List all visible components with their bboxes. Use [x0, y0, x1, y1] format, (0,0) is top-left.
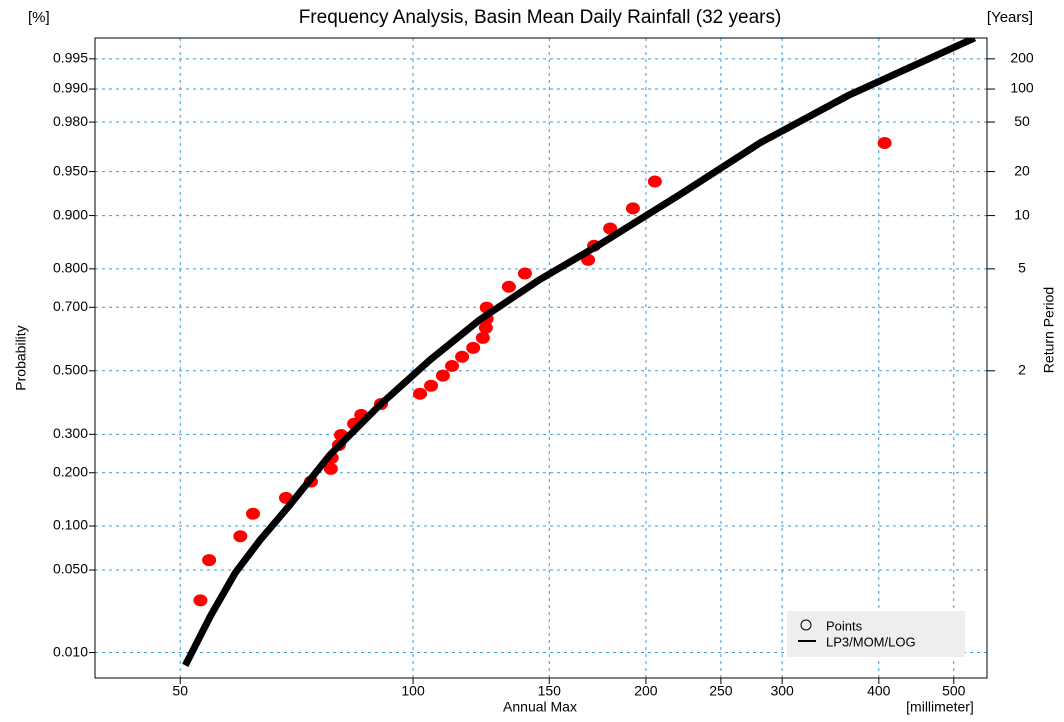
- data-point: [246, 507, 261, 520]
- x-unit: [millimeter]: [906, 699, 974, 715]
- data-point: [501, 280, 516, 293]
- x-tick-label: 500: [942, 683, 966, 699]
- y-label: Probability: [13, 325, 29, 390]
- chart-title: Frequency Analysis, Basin Mean Daily Rai…: [299, 7, 782, 28]
- data-point: [233, 530, 248, 543]
- x-tick-label: 400: [867, 683, 891, 699]
- y-tick-label: 0.010: [53, 643, 88, 659]
- x-tick-label: 100: [401, 683, 425, 699]
- y2-tick-label: 100: [1010, 80, 1034, 96]
- data-point: [445, 359, 460, 372]
- y2-tick-label: 2: [1018, 362, 1026, 378]
- data-point: [413, 387, 428, 400]
- data-point: [603, 222, 618, 235]
- legend-symbol: [800, 619, 812, 631]
- data-point: [202, 554, 217, 567]
- data-point: [455, 350, 470, 363]
- legend-box: [787, 611, 965, 657]
- data-point: [193, 594, 208, 607]
- legend-label: LP3/MOM/LOG: [826, 634, 916, 649]
- data-point: [475, 331, 490, 344]
- data-point: [466, 341, 481, 354]
- y-tick-label: 0.995: [53, 50, 88, 66]
- y2-tick-label: 20: [1014, 162, 1030, 178]
- x-tick-label: 250: [709, 683, 733, 699]
- y-unit: [%]: [28, 9, 50, 26]
- y-tick-label: 0.050: [53, 561, 88, 577]
- data-point: [877, 137, 892, 150]
- data-point: [424, 379, 439, 392]
- legend-label: Points: [826, 618, 863, 633]
- y-tick-label: 0.980: [53, 113, 88, 129]
- y2-unit: [Years]: [987, 9, 1033, 26]
- y2-label: Return Period: [1041, 287, 1057, 373]
- fit-line: [182, 38, 977, 667]
- y-tick-label: 0.500: [53, 362, 88, 378]
- y2-tick-label: 200: [1010, 50, 1034, 66]
- x-tick-label: 300: [770, 683, 794, 699]
- data-point: [647, 175, 662, 188]
- y-tick-label: 0.800: [53, 260, 88, 276]
- y2-tick-label: 10: [1014, 206, 1030, 222]
- data-point: [323, 462, 338, 475]
- y-tick-label: 0.900: [53, 206, 88, 222]
- y-tick-label: 0.990: [53, 80, 88, 96]
- y-tick-label: 0.300: [53, 425, 88, 441]
- y-tick-label: 0.100: [53, 517, 88, 533]
- data-point: [625, 202, 640, 215]
- y-tick-label: 0.950: [53, 162, 88, 178]
- y2-tick-label: 50: [1014, 113, 1030, 129]
- data-point: [478, 321, 493, 334]
- y-tick-label: 0.700: [53, 298, 88, 314]
- y-tick-label: 0.200: [53, 463, 88, 479]
- plot-frame: [94, 37, 988, 679]
- x-tick-label: 150: [538, 683, 562, 699]
- data-point: [517, 267, 532, 280]
- x-tick-label: 50: [172, 683, 188, 699]
- data-point: [435, 369, 450, 382]
- x-tick-label: 200: [634, 683, 658, 699]
- y2-tick-label: 5: [1018, 260, 1026, 276]
- x-label: Annual Max: [503, 699, 577, 715]
